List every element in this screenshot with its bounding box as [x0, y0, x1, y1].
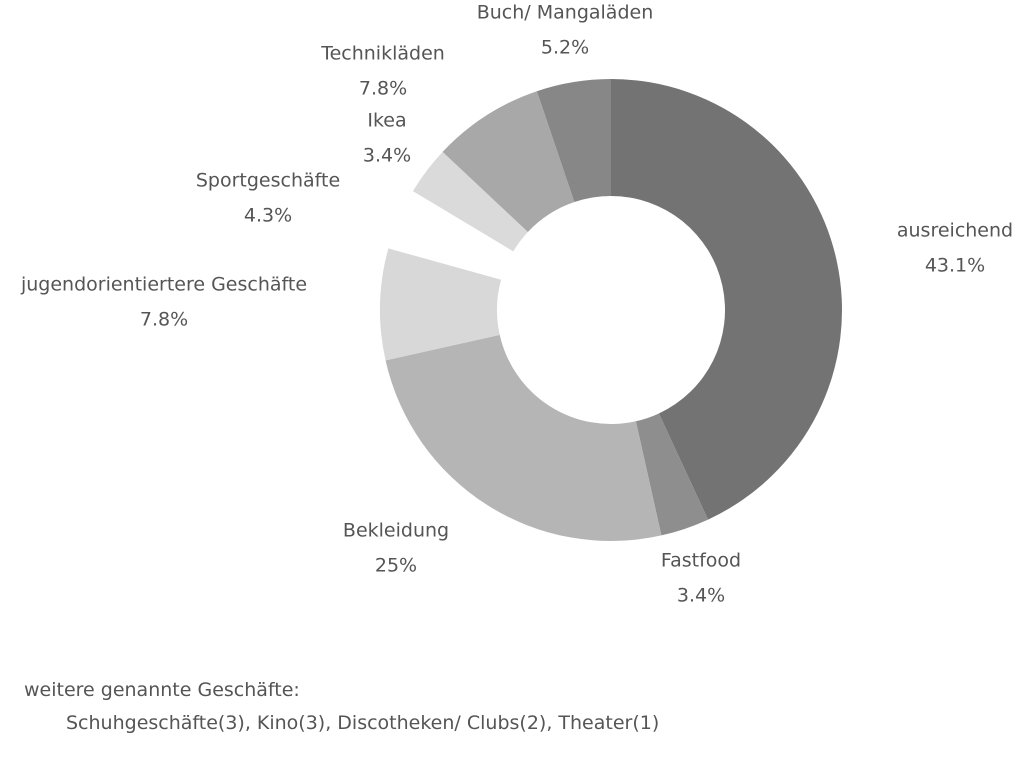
slice-sportgeschäfte	[388, 191, 514, 280]
note-title: weitere genannte Geschäfte:	[24, 679, 300, 701]
slice-label-fastfood: Fastfood	[661, 550, 741, 572]
slice-jugendorientiertere-geschäfte	[379, 248, 502, 361]
slice-label-ikea: Ikea	[367, 110, 406, 132]
slice-technikläden	[442, 91, 575, 232]
slice-value-fastfood: 3.4%	[677, 585, 725, 607]
slice-label-buch-mangaläden: Buch/ Mangaläden	[477, 2, 654, 24]
slice-value-bekleidung: 25%	[375, 555, 417, 577]
slice-value-ikea: 3.4%	[363, 145, 411, 167]
slice-ausreichend	[611, 79, 842, 520]
donut-chart: ausreichend 43.1% Fastfood 3.4% Bekleidung 25…	[20, 2, 1013, 607]
slice-value-technikläden: 7.8%	[359, 78, 407, 100]
slice-label-jugendorientiertere-geschäfte: jugendorientiertere Geschäfte	[20, 274, 307, 296]
slice-buch-mangaläden	[536, 79, 611, 203]
slice-ikea	[412, 151, 528, 252]
slice-label-bekleidung: Bekleidung	[343, 520, 449, 542]
slice-value-jugendorientiertere-geschäfte: 7.8%	[140, 309, 188, 331]
slice-fastfood	[635, 413, 709, 536]
note-body: Schuhgeschäfte(3), Kino(3), Discotheken/…	[66, 712, 660, 734]
slice-label-ausreichend: ausreichend	[897, 220, 1013, 242]
slice-value-sportgeschäfte: 4.3%	[244, 205, 292, 227]
chart-slices	[379, 79, 842, 541]
slice-bekleidung	[385, 334, 662, 541]
slice-label-technikläden: Technikläden	[320, 43, 445, 65]
slice-label-sportgeschäfte: Sportgeschäfte	[196, 170, 340, 192]
chart-labels: ausreichend 43.1% Fastfood 3.4% Bekleidung 25…	[20, 2, 1013, 607]
slice-value-ausreichend: 43.1%	[925, 255, 985, 277]
slice-value-buch-mangaläden: 5.2%	[541, 37, 589, 59]
